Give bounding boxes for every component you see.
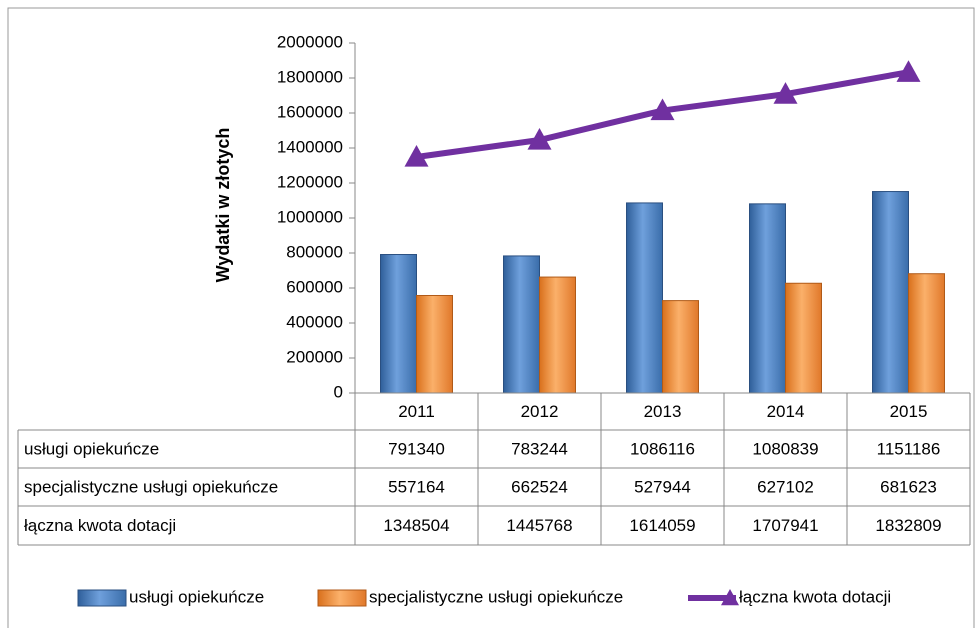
y-tick-label: 1000000: [277, 207, 343, 226]
y-axis-label: Wydatki w złotych: [213, 128, 233, 283]
bar: [626, 202, 663, 394]
x-tick-label: 2012: [521, 402, 559, 421]
legend-label: specjalistyczne usługi opiekuńcze: [369, 587, 623, 606]
y-tick-label: 400000: [286, 312, 343, 331]
bar: [662, 300, 699, 394]
legend-swatch: [317, 589, 367, 607]
table-cell: 1832809: [875, 516, 941, 535]
table-cell: 791340: [388, 439, 445, 458]
x-tick-label: 2015: [890, 402, 928, 421]
table-cell: 1707941: [752, 516, 818, 535]
bar: [785, 282, 822, 394]
table-row-label: łączna kwota dotacji: [24, 516, 176, 535]
table-cell: 662524: [511, 477, 568, 496]
table-cell: 1445768: [506, 516, 572, 535]
y-tick-label: 800000: [286, 242, 343, 261]
bar: [380, 254, 417, 394]
bar: [416, 294, 453, 394]
x-tick-label: 2013: [644, 402, 682, 421]
y-tick-label: 200000: [286, 347, 343, 366]
line-marker: [896, 60, 921, 82]
table-cell: 627102: [757, 477, 814, 496]
table-row-label: specjalistyczne usługi opiekuńcze: [24, 477, 278, 496]
y-tick-label: 1800000: [277, 67, 343, 86]
table-cell: 1151186: [877, 439, 941, 458]
legend-label: usługi opiekuńcze: [129, 587, 264, 606]
bar: [503, 255, 540, 394]
table-cell: 557164: [388, 477, 445, 496]
y-tick-label: 1600000: [277, 102, 343, 121]
bar: [749, 203, 786, 394]
legend-swatch: [77, 589, 127, 607]
table-cell: 1614059: [629, 516, 695, 535]
table-cell: 1348504: [383, 516, 449, 535]
frame: [7, 7, 975, 633]
y-tick-label: 0: [334, 382, 343, 401]
line-marker: [650, 98, 675, 121]
table-cell: 681623: [880, 477, 937, 496]
x-tick-label: 2011: [398, 402, 435, 421]
y-tick-label: 600000: [286, 277, 343, 296]
line-marker: [527, 127, 552, 150]
table-row-label: usługi opiekuńcze: [24, 439, 159, 458]
y-tick-label: 2000000: [277, 32, 343, 51]
line-marker: [404, 145, 429, 167]
bar: [872, 191, 909, 394]
legend-label: łączna kwota dotacji: [739, 587, 891, 606]
table-cell: 1080839: [752, 439, 818, 458]
table-cell: 527944: [634, 477, 691, 496]
legend-swatch: [721, 589, 739, 606]
y-tick-label: 1400000: [277, 137, 343, 156]
table-cell: 1086116: [630, 439, 695, 458]
table-cell: 783244: [511, 439, 568, 458]
bar: [539, 276, 576, 394]
y-tick-label: 1200000: [277, 172, 343, 191]
bar: [908, 273, 945, 394]
line-marker: [773, 82, 798, 104]
x-tick-label: 2014: [767, 402, 805, 421]
